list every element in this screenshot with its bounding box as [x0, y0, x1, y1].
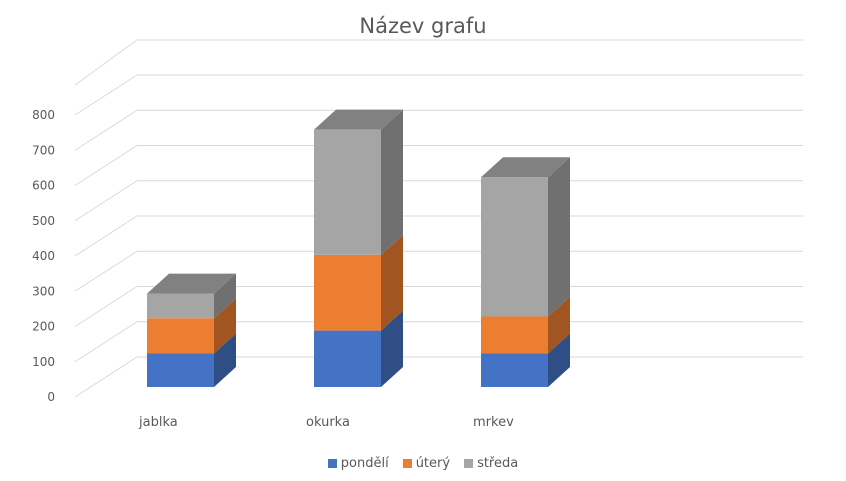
- bar-side-jablka-1: [214, 298, 236, 354]
- y-tick-label: 100: [32, 355, 55, 369]
- y-tick-label: 600: [32, 179, 55, 193]
- chart-title: Název grafu: [359, 14, 487, 38]
- bar-okurka-0: [314, 330, 381, 387]
- bar-top-okurka: [314, 109, 403, 130]
- gridline-depth: [74, 250, 138, 292]
- bar-jablka-2: [147, 293, 214, 319]
- legend-label: pondělí: [340, 456, 389, 471]
- y-tick-label: 500: [32, 214, 55, 228]
- y-tick-label: 400: [32, 249, 55, 263]
- bar-side-okurka-1: [381, 234, 403, 331]
- bar-side-mrkev-0: [548, 333, 570, 387]
- gridline-depth: [74, 74, 138, 116]
- legend-item: středa: [464, 456, 518, 471]
- x-tick-label: okurka: [306, 415, 350, 430]
- x-tick-label: mrkev: [473, 415, 514, 430]
- x-tick-label: jablka: [138, 415, 178, 430]
- gridline-depth: [74, 109, 138, 151]
- legend-label: středa: [477, 456, 519, 471]
- gridline-depth: [74, 286, 138, 327]
- y-tick-label: 0: [47, 390, 55, 404]
- y-tick-label: 700: [32, 143, 55, 157]
- y-tick-label: 300: [32, 284, 55, 298]
- bar-side-okurka-0: [381, 310, 403, 387]
- legend-label: úterý: [415, 456, 451, 471]
- y-tick-label: 200: [32, 320, 55, 334]
- legend-swatch: [327, 459, 337, 468]
- bar-side-jablka-2: [214, 273, 236, 319]
- bar-top-mrkev: [481, 157, 570, 178]
- legend: pondělí úterý středa: [0, 456, 846, 471]
- gridline-depth: [74, 39, 138, 86]
- gridline-depth: [74, 321, 138, 363]
- gridline-depth: [74, 215, 138, 257]
- bar-okurka-2: [314, 129, 381, 255]
- bar-side-jablka-0: [214, 333, 236, 387]
- gridline-depth: [74, 180, 138, 222]
- bar-mrkev-1: [481, 316, 548, 354]
- bar-side-mrkev-1: [548, 296, 570, 354]
- bar-side-okurka-2: [381, 109, 403, 255]
- bar-mrkev-0: [481, 353, 548, 387]
- y-tick-label: 800: [32, 108, 55, 122]
- legend-swatch: [402, 459, 412, 468]
- legend-item: pondělí: [327, 456, 389, 471]
- bar-okurka-1: [314, 254, 381, 331]
- legend-swatch: [464, 459, 474, 468]
- bar-jablka-0: [147, 353, 214, 387]
- bar-mrkev-2: [481, 177, 548, 317]
- legend-item: úterý: [402, 456, 451, 471]
- bar-top-jablka: [147, 273, 236, 294]
- gridline-depth: [74, 145, 138, 186]
- gridline-depth: [74, 356, 138, 398]
- bar-side-mrkev-2: [548, 157, 570, 317]
- bar-jablka-1: [147, 318, 214, 354]
